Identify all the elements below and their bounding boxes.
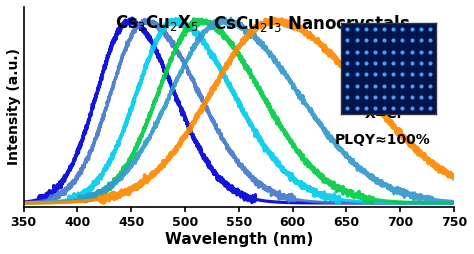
Y-axis label: Intensity (a.u.): Intensity (a.u.) (7, 48, 21, 165)
Text: X=Cl: X=Cl (365, 107, 401, 121)
Text: PLQY≈100%: PLQY≈100% (335, 133, 431, 147)
Text: CsCu$_2$I$_3$ Nanocrystals: CsCu$_2$I$_3$ Nanocrystals (213, 13, 410, 35)
Text: Cs$_3$Cu$_2$X$_5$: Cs$_3$Cu$_2$X$_5$ (115, 13, 199, 33)
X-axis label: Wavelength (nm): Wavelength (nm) (164, 232, 313, 247)
